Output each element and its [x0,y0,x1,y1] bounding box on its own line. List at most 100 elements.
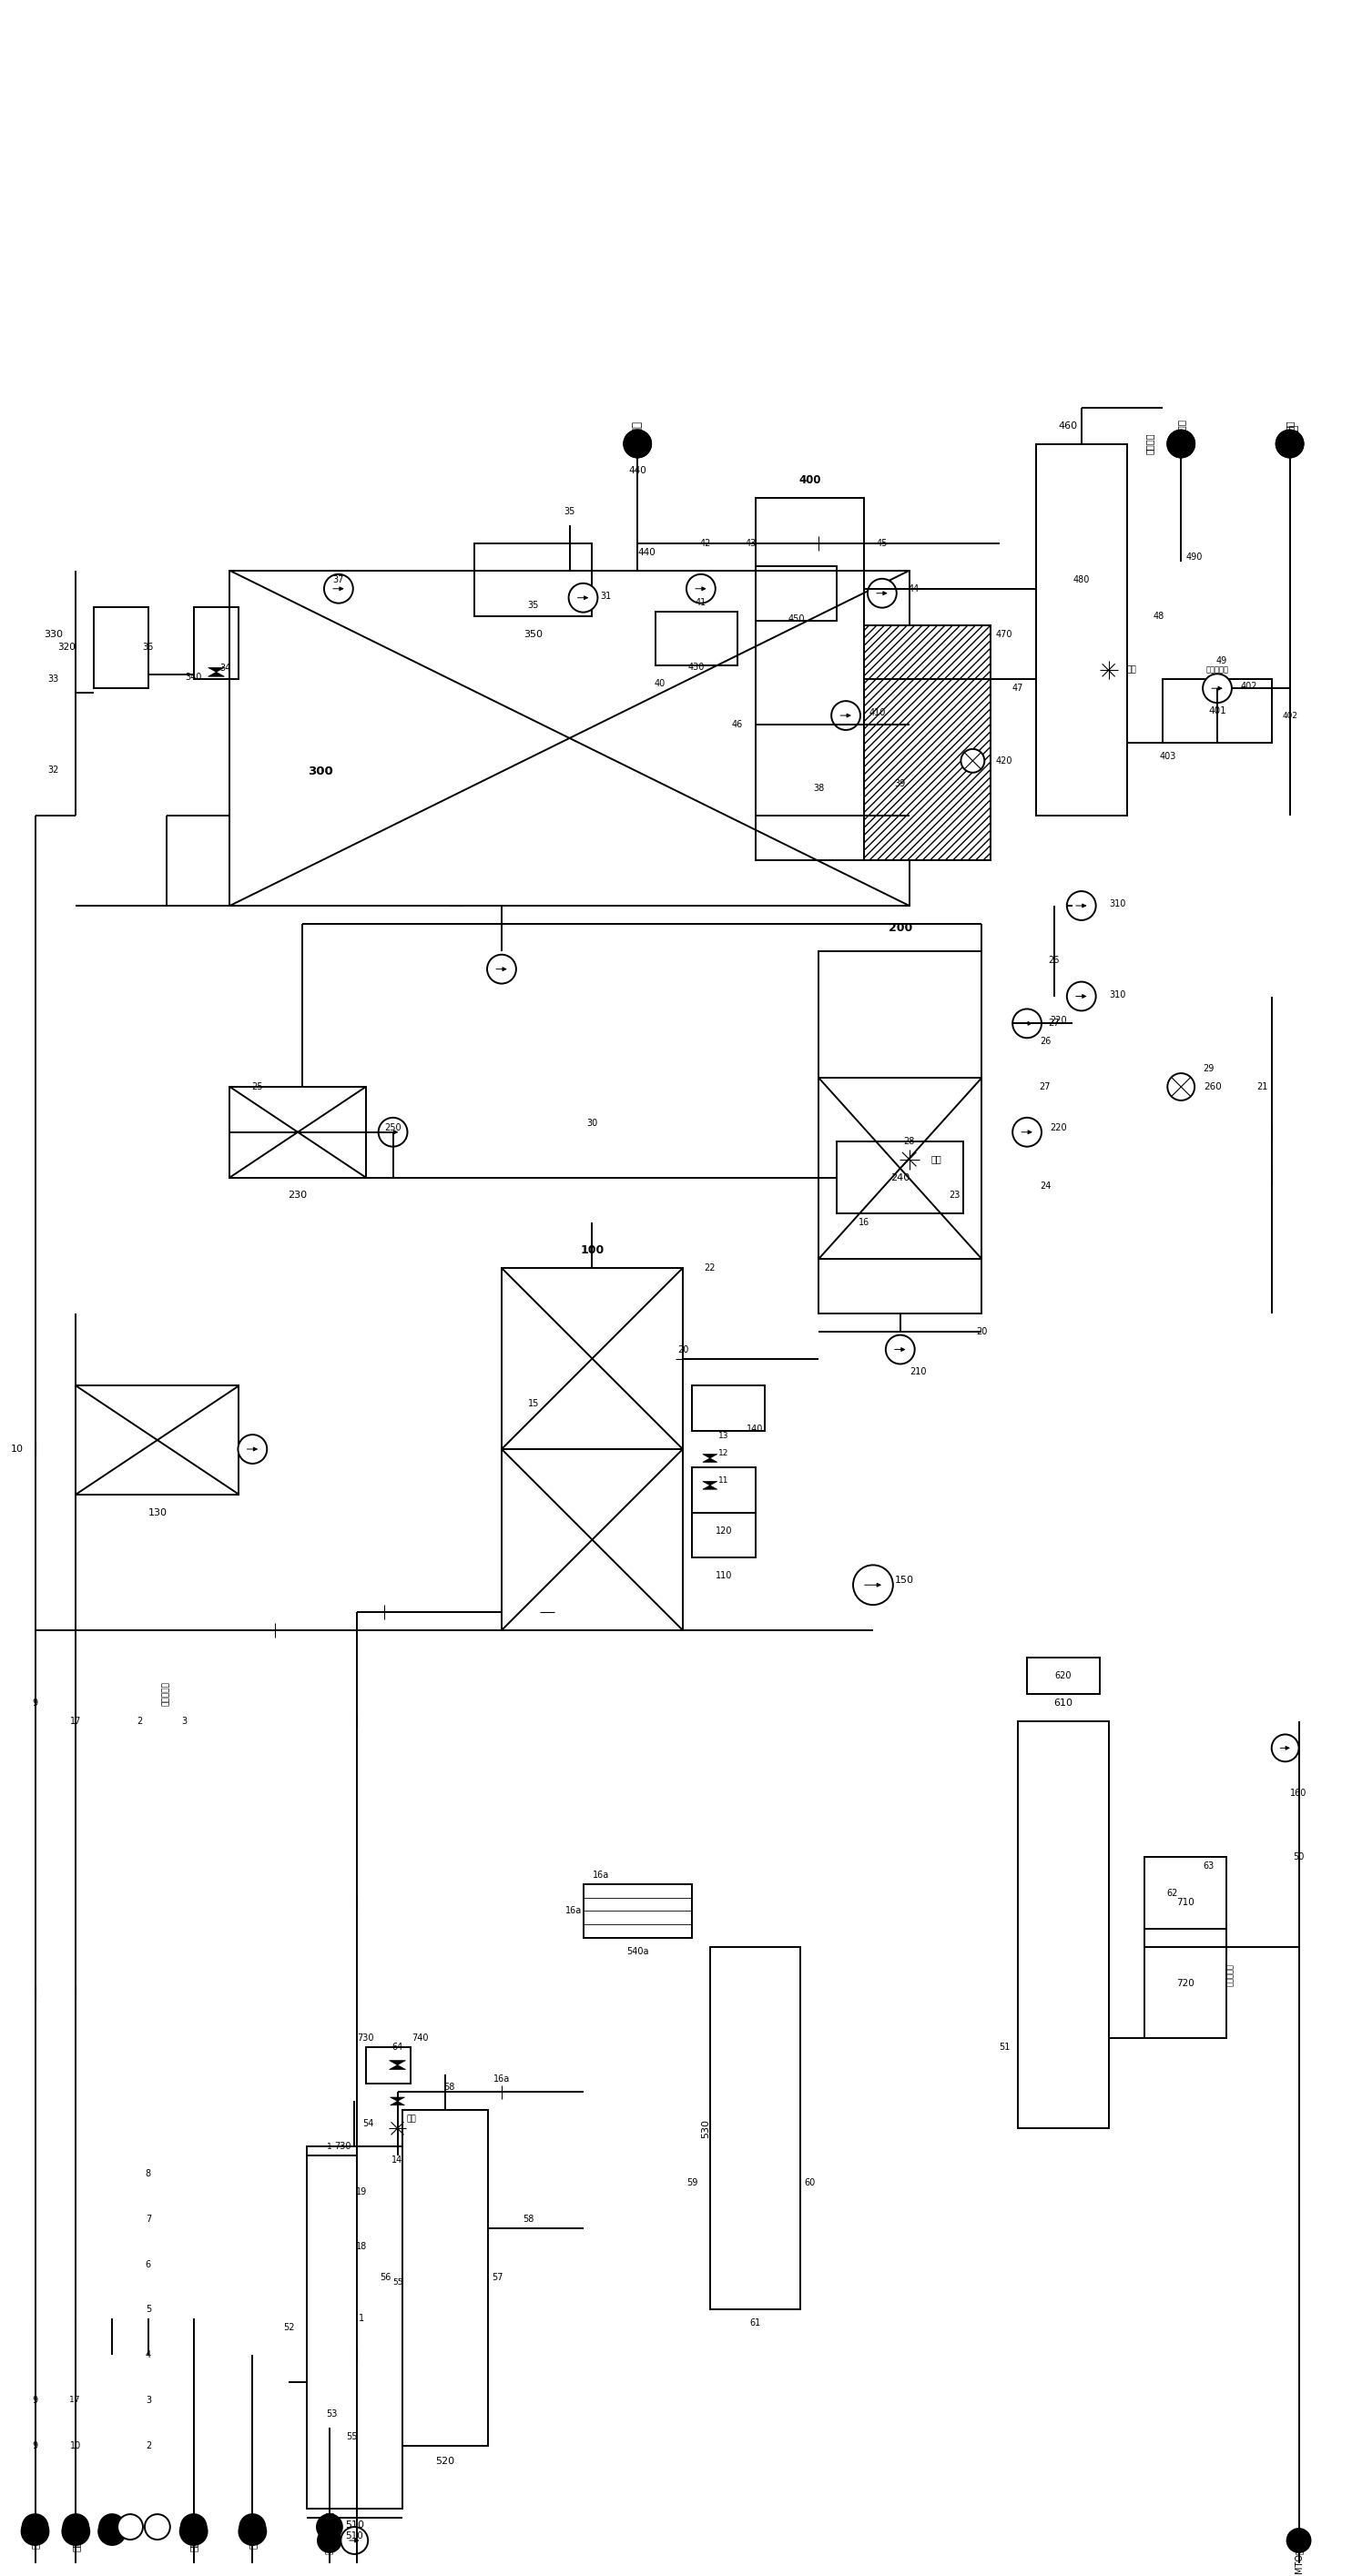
Circle shape [831,701,860,729]
Text: 尾气: 尾气 [31,2524,39,2537]
Text: 48: 48 [1153,611,1164,621]
Circle shape [379,1118,407,1146]
Text: 粗甲醇: 粗甲醇 [189,2522,199,2540]
Bar [692,1386,764,1432]
Text: 530: 530 [700,2120,710,2138]
Text: 5: 5 [146,2306,151,2313]
Text: 110: 110 [715,1571,731,1582]
Text: 26: 26 [1040,1038,1051,1046]
Circle shape [1013,1010,1041,1038]
Text: 540a: 540a [626,1947,649,1955]
Text: 10: 10 [70,2442,81,2450]
Text: 63: 63 [1203,1862,1214,1870]
Bar [710,1947,800,2311]
Text: 140: 140 [746,1425,764,1435]
Circle shape [99,2517,126,2545]
Text: 50: 50 [1293,1852,1305,1862]
Bar [583,1883,692,1937]
Circle shape [181,2514,207,2540]
Text: 39: 39 [895,778,906,788]
Text: 710: 710 [1176,1899,1195,1906]
Text: 18: 18 [356,2241,366,2251]
Text: 32: 32 [47,765,59,775]
Text: 58: 58 [523,2215,534,2223]
Text: 490: 490 [1186,551,1203,562]
Bar [656,611,737,665]
Text: 130: 130 [147,1507,166,1517]
Bar [95,608,149,688]
Circle shape [341,2527,368,2553]
Text: 精甲醇: 精甲醇 [633,440,642,459]
Text: 240: 240 [891,1172,910,1182]
Text: 34: 34 [220,665,231,672]
Text: 57: 57 [491,2272,503,2282]
Text: 14: 14 [392,2156,403,2164]
Text: 55: 55 [346,2432,358,2442]
Circle shape [239,2517,266,2545]
Circle shape [318,2530,341,2553]
Circle shape [961,750,984,773]
Text: 320: 320 [58,644,76,652]
Text: 废水: 废水 [1286,420,1294,430]
Text: 粗甲醇: 粗甲醇 [189,2535,199,2553]
Text: 43: 43 [745,538,756,549]
Text: 403: 403 [1159,752,1176,760]
Text: 49: 49 [1217,657,1228,665]
Text: 9: 9 [32,1698,38,1708]
Bar [366,2048,411,2084]
Circle shape [62,2517,89,2545]
Text: 21: 21 [1257,1082,1268,1092]
Text: 6: 6 [146,2259,151,2269]
Circle shape [623,430,652,459]
Circle shape [623,430,652,459]
Text: 27: 27 [1040,1082,1051,1092]
Text: 200: 200 [888,922,913,935]
Polygon shape [389,2061,406,2069]
Text: 废水: 废水 [247,2537,257,2548]
Text: 蒸气: 蒸气 [406,2115,416,2123]
Circle shape [64,2514,88,2540]
Text: 59: 59 [687,2179,698,2187]
Bar [193,608,239,680]
Bar [230,572,910,907]
Text: 420: 420 [996,757,1013,765]
Bar [819,1077,982,1260]
Circle shape [1067,981,1096,1010]
Bar [502,1267,683,1450]
Text: 402: 402 [1282,711,1298,719]
Circle shape [853,1566,892,1605]
Text: 36: 36 [143,644,154,652]
Text: 蒸气: 蒸气 [324,2527,334,2537]
Text: 35: 35 [527,600,539,611]
Text: 蒸气冷凝液: 蒸气冷凝液 [162,1682,170,1705]
Text: 480: 480 [1073,574,1090,585]
Circle shape [1276,430,1303,459]
Circle shape [569,582,598,613]
Text: 340: 340 [185,672,201,683]
Text: 120: 120 [715,1525,731,1535]
Text: 42: 42 [700,538,711,549]
Text: 蒸气: 蒸气 [932,1154,942,1164]
Text: 510: 510 [345,2519,364,2530]
Bar [1163,680,1272,742]
Text: 35: 35 [564,507,575,515]
Text: 44: 44 [909,585,919,592]
Text: 10: 10 [11,1445,23,1453]
Text: 62: 62 [1167,1888,1178,1899]
Bar [692,1468,756,1512]
Circle shape [316,2514,342,2540]
Text: 400: 400 [799,474,821,487]
Text: 33: 33 [47,675,58,683]
Text: 蒸气: 蒸气 [1126,667,1136,675]
Text: 53: 53 [326,2409,337,2419]
Circle shape [23,2514,47,2540]
Circle shape [1287,2530,1310,2553]
Circle shape [886,1334,915,1363]
Text: 730: 730 [357,2032,375,2043]
Text: 3: 3 [181,1716,188,1726]
Bar [502,1450,683,1631]
Text: 脱盐水: 脱盐水 [72,2535,80,2553]
Text: 24: 24 [1040,1182,1051,1190]
Text: 58: 58 [443,2084,456,2092]
Text: 16a: 16a [493,2074,510,2084]
